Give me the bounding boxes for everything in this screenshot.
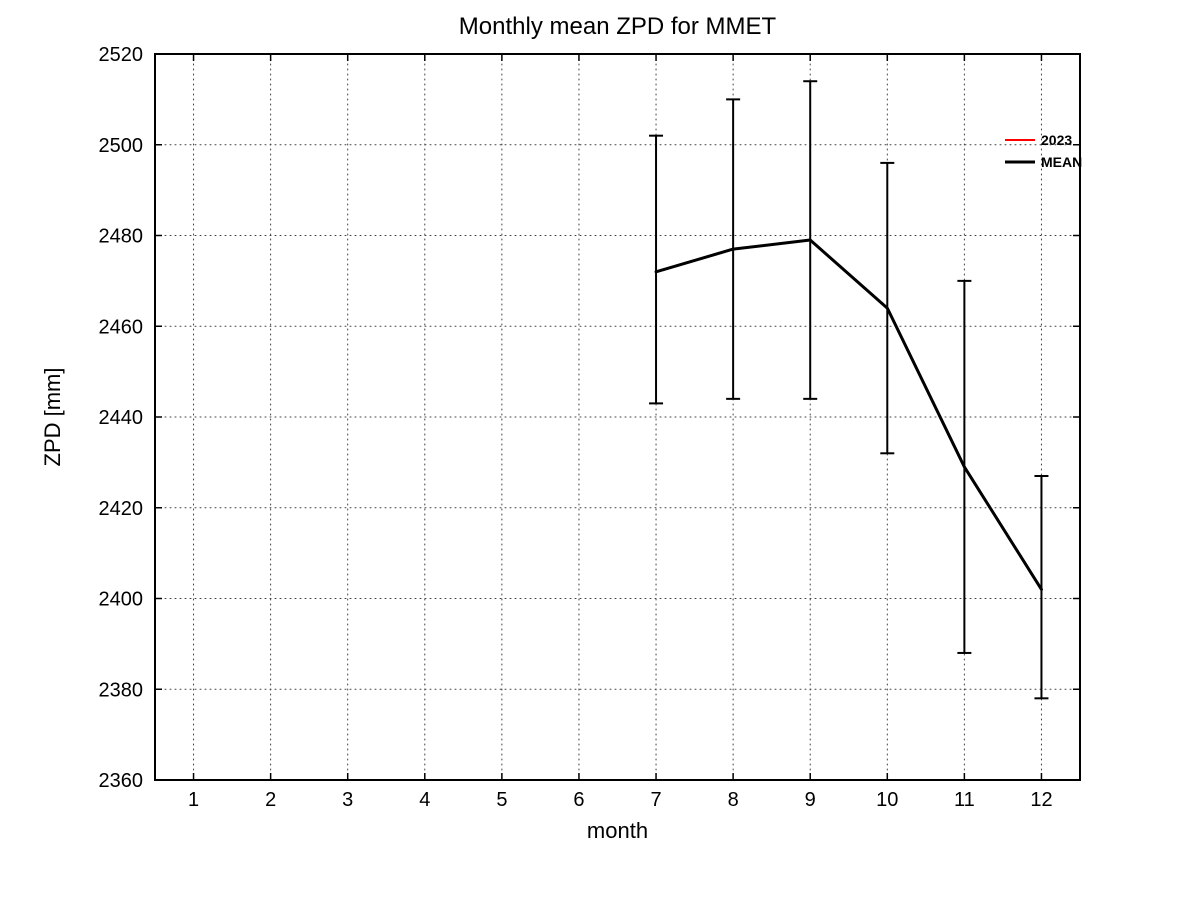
x-tick-label: 11 <box>954 789 975 811</box>
x-tick-label: 7 <box>650 789 661 811</box>
x-tick-label: 6 <box>573 789 584 811</box>
y-tick-label: 2440 <box>99 407 144 429</box>
y-tick-label: 2500 <box>99 135 144 157</box>
x-tick-label: 4 <box>419 789 430 811</box>
x-tick-label: 2 <box>265 789 276 811</box>
x-tick-label: 12 <box>1030 789 1052 811</box>
x-tick-label: 10 <box>876 789 898 811</box>
x-tick-label: 5 <box>496 789 507 811</box>
chart-svg: 1234567891011122360238024002420244024602… <box>0 0 1201 901</box>
legend-label: 2023 <box>1041 132 1072 148</box>
x-axis-label: month <box>587 818 648 843</box>
y-tick-label: 2460 <box>99 316 144 338</box>
x-tick-label: 3 <box>342 789 353 811</box>
chart-title: Monthly mean ZPD for MMET <box>459 13 777 40</box>
chart-background <box>0 0 1201 901</box>
y-tick-label: 2380 <box>99 679 144 701</box>
x-tick-label: 1 <box>188 789 199 811</box>
chart-container: { "chart": { "type": "line-errorbar", "t… <box>0 0 1201 901</box>
y-axis-label: ZPD [mm] <box>40 368 65 467</box>
y-tick-label: 2520 <box>99 44 144 66</box>
y-tick-label: 2480 <box>99 226 144 248</box>
y-tick-label: 2400 <box>99 589 144 611</box>
y-tick-label: 2420 <box>99 498 144 520</box>
y-tick-label: 2360 <box>99 770 144 792</box>
x-tick-label: 9 <box>805 789 816 811</box>
legend-label: MEAN <box>1041 154 1082 170</box>
x-tick-label: 8 <box>728 789 739 811</box>
